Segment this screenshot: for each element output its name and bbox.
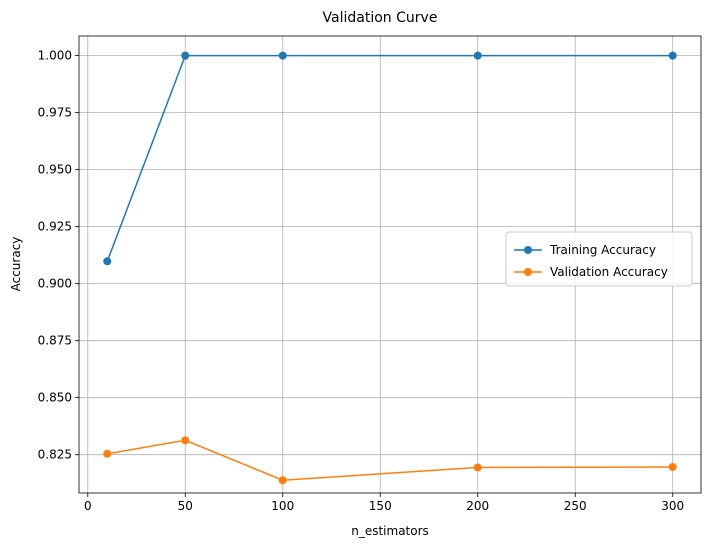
y-tick-label: 0.975: [38, 106, 72, 120]
x-tick-label: 300: [661, 499, 684, 513]
plot-area-frame: [78, 35, 702, 494]
chart-title: Validation Curve: [323, 10, 438, 26]
y-tick-label: 0.875: [38, 334, 72, 348]
x-tick-label: 0: [84, 499, 92, 513]
legend: Training Accuracy Validation Accuracy: [505, 231, 693, 287]
y-tick-label: 0.950: [38, 163, 72, 177]
legend-label-0: Training Accuracy: [549, 243, 656, 257]
x-tick-label: 250: [564, 499, 587, 513]
series-1-point: [103, 449, 112, 458]
series-1-point: [668, 463, 677, 472]
series-layer: [103, 51, 677, 485]
series-0-point: [181, 51, 190, 60]
series-0-point: [103, 257, 112, 266]
y-axis-ticks: 0.825 0.850 0.875 0.900 0.925 0.950 0.975 1.000: [38, 49, 79, 462]
series-0-point: [668, 51, 677, 60]
x-axis-label: n_estimators: [351, 524, 429, 538]
y-tick-label: 0.900: [38, 277, 72, 291]
y-tick-label: 0.825: [38, 448, 72, 462]
series-1-point: [473, 463, 482, 472]
y-tick-label: 1.000: [38, 49, 72, 63]
series-1-point: [278, 476, 287, 485]
x-tick-label: 200: [466, 499, 489, 513]
legend-label-1: Validation Accuracy: [550, 265, 668, 279]
x-tick-label: 100: [271, 499, 294, 513]
series-0-point: [278, 51, 287, 60]
y-tick-label: 0.925: [38, 220, 72, 234]
x-tick-label: 50: [178, 499, 193, 513]
y-tick-label: 0.850: [38, 391, 72, 405]
series-0-point: [473, 51, 482, 60]
x-axis-ticks: 0 50 100 150 200 250 300: [84, 493, 684, 513]
y-axis-label: Accuracy: [9, 237, 23, 292]
legend-marker-1: [524, 268, 532, 276]
legend-box: [505, 231, 693, 287]
x-tick-label: 150: [369, 499, 392, 513]
legend-marker-0: [524, 246, 532, 254]
series-1-point: [181, 436, 190, 445]
